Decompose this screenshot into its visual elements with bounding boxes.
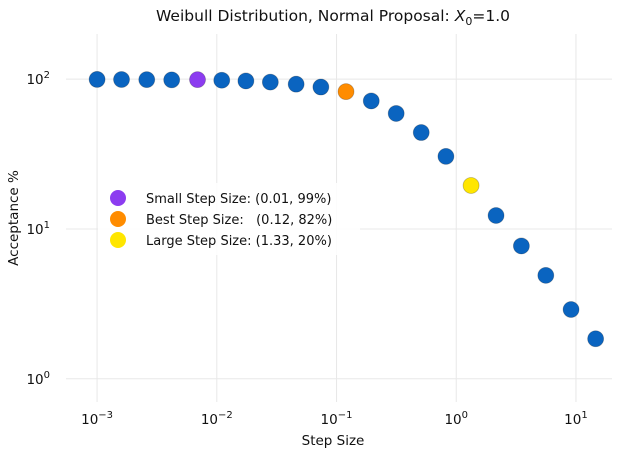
data-point [113,71,130,88]
x-tick-label: 100 [444,410,468,428]
legend: Small Step Size: (0.01, 99%) Best Step S… [98,183,360,255]
data-point [362,92,380,110]
data-point [213,71,231,89]
tick-labels: 10−3 10−2 10−1 100 101 100 101 102 [26,70,587,428]
legend-box [98,183,360,255]
highlight-point-best [337,83,355,101]
legend-label-best: Best Step Size: (0.12, 82%) [146,213,332,228]
legend-marker-small [110,190,126,206]
data-point [88,71,106,88]
highlight-point-large [462,177,480,194]
x-tick-label: 101 [564,410,588,428]
data-point [237,72,255,90]
highlight-point-small [189,71,206,89]
x-tick-label: 10−2 [201,410,233,428]
data-point [163,71,181,89]
data-point [537,266,555,284]
data-point [312,78,330,96]
data-point [261,73,279,91]
data-point [387,105,405,122]
y-axis-label: Acceptance % [6,170,22,266]
chart-title: Weibull Distribution, Normal Proposal: X… [156,7,510,28]
y-tick-label: 100 [26,370,50,388]
data-point [562,301,580,318]
y-tick-label: 102 [26,70,50,88]
legend-marker-large [110,232,126,248]
legend-label-small: Small Step Size: (0.01, 99%) [146,192,331,207]
legend-marker-best [110,211,126,227]
y-tick-label: 101 [26,220,50,238]
x-tick-label: 10−1 [321,410,353,428]
data-point [587,330,605,348]
data-point [512,237,530,255]
data-point [138,71,156,89]
data-point [287,75,305,93]
x-tick-label: 10−3 [81,410,113,428]
data-point [487,207,505,224]
legend-label-large: Large Step Size: (1.33, 20%) [146,234,332,249]
data-point [412,124,430,141]
x-axis-label: Step Size [302,433,365,449]
data-point [437,147,455,165]
data-points [88,71,605,348]
